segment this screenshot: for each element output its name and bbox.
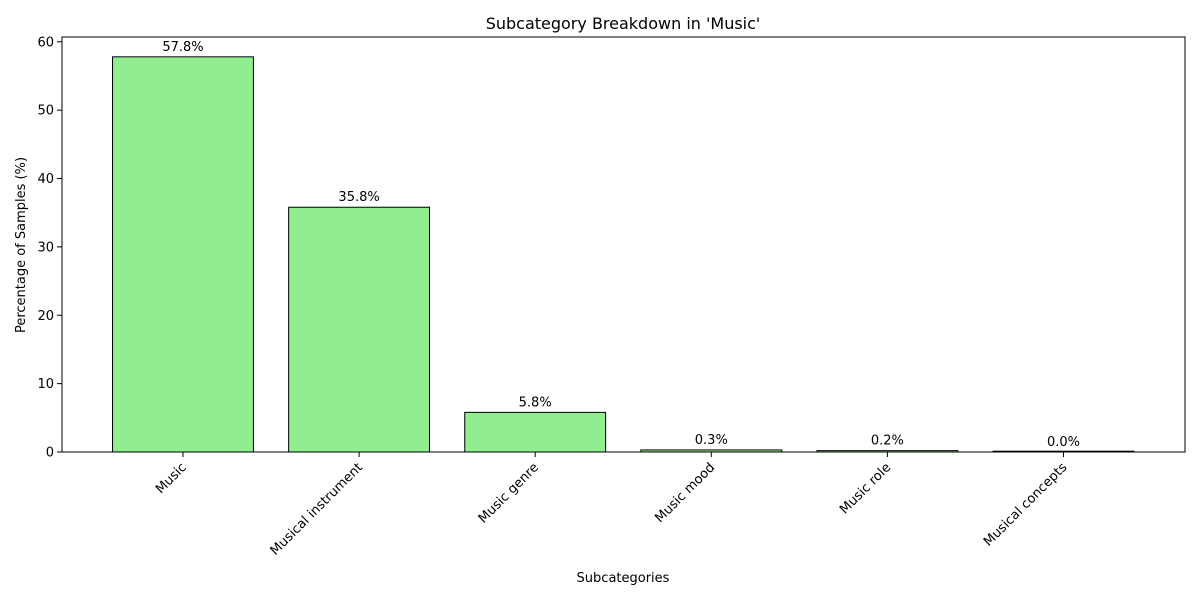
x-tick-label: Music mood — [652, 460, 718, 526]
y-tick-label: 40 — [37, 172, 54, 187]
data-label: 35.8% — [338, 190, 379, 205]
bar — [640, 449, 783, 453]
data-label: 0.0% — [1047, 435, 1080, 450]
x-axis-label: Subcategories — [577, 571, 670, 586]
x-tick-label: Musical concepts — [981, 460, 1070, 549]
x-tick-label: Music genre — [476, 460, 542, 526]
bar — [992, 450, 1135, 453]
data-label: 0.3% — [695, 433, 728, 448]
y-axis: 0 10 20 30 40 50 60 — [37, 35, 62, 461]
bar — [288, 206, 431, 453]
y-axis-label: Percentage of Samples (%) — [14, 157, 29, 333]
bar — [112, 56, 254, 453]
y-tick-label: 60 — [37, 35, 54, 50]
chart-title: Subcategory Breakdown in 'Music' — [486, 14, 761, 33]
bar — [464, 411, 607, 453]
data-label: 5.8% — [519, 395, 552, 410]
data-label: 0.2% — [871, 434, 904, 449]
y-tick-label: 30 — [37, 240, 54, 255]
data-label: 57.8% — [162, 40, 203, 55]
y-tick-label: 20 — [37, 309, 54, 324]
bar — [816, 450, 959, 453]
data-labels: 57.8% 35.8% 5.8% 0.3% 0.2% 0.0% — [162, 40, 1080, 450]
y-tick-label: 50 — [37, 104, 54, 119]
x-tick-label: Music — [153, 460, 190, 497]
x-axis: Music Musical instrument Music genre Music … — [153, 452, 1070, 559]
bars — [112, 56, 1135, 453]
y-tick-label: 0 — [46, 446, 54, 461]
x-tick-label: Musical instrument — [268, 460, 366, 558]
y-tick-label: 10 — [37, 377, 54, 392]
x-tick-label: Music role — [837, 460, 894, 517]
